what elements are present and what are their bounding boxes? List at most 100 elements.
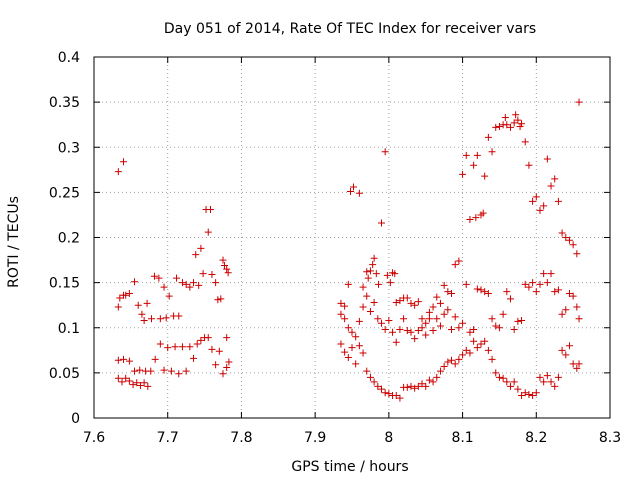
data-point	[506, 382, 514, 390]
data-point	[133, 379, 141, 387]
data-point	[352, 333, 360, 341]
data-point	[131, 278, 139, 286]
grid	[94, 57, 610, 418]
data-point	[190, 279, 198, 287]
data-point	[448, 289, 456, 297]
data-point	[514, 385, 522, 393]
data-point	[178, 343, 186, 351]
data-point	[551, 382, 559, 390]
data-point	[138, 310, 146, 318]
data-point	[540, 202, 548, 210]
data-point	[396, 394, 404, 402]
data-point	[484, 289, 492, 297]
data-point	[529, 279, 537, 287]
data-point	[565, 236, 573, 244]
data-point	[492, 123, 500, 131]
data-point	[455, 324, 463, 332]
data-point	[459, 319, 467, 327]
data-point	[192, 251, 200, 259]
data-point	[363, 268, 371, 276]
data-point	[355, 342, 363, 350]
data-point	[462, 280, 470, 288]
data-point	[144, 382, 152, 390]
data-point	[466, 328, 474, 336]
data-point	[147, 367, 155, 375]
data-point	[414, 326, 422, 334]
data-point	[220, 261, 228, 269]
data-point	[385, 390, 393, 398]
data-point	[369, 261, 377, 269]
data-point	[114, 168, 122, 176]
data-point	[114, 356, 122, 364]
data-point	[162, 314, 170, 322]
data-point	[370, 378, 378, 386]
x-tick-label: 7.8	[230, 430, 252, 446]
data-point	[562, 351, 570, 359]
data-point	[370, 254, 378, 262]
data-point	[466, 349, 474, 357]
data-point	[377, 385, 385, 393]
data-point	[440, 363, 448, 371]
data-point	[223, 334, 231, 342]
x-axis-label: GPS time / hours	[291, 459, 408, 475]
data-point	[136, 366, 144, 374]
data-point	[495, 122, 503, 130]
y-tick-label: 0.15	[49, 276, 80, 292]
data-point	[492, 322, 500, 330]
data-point	[473, 344, 481, 352]
data-point	[140, 379, 148, 387]
data-point	[554, 197, 562, 205]
data-point	[455, 355, 463, 363]
data-point	[543, 372, 551, 380]
data-point	[459, 170, 467, 178]
data-point	[473, 151, 481, 159]
data-point	[488, 148, 496, 156]
data-point	[383, 271, 391, 279]
data-point	[532, 193, 540, 201]
data-point	[344, 324, 352, 332]
data-point	[341, 315, 349, 323]
data-point	[129, 381, 137, 389]
data-point	[451, 360, 459, 368]
data-point	[171, 343, 179, 351]
data-point	[366, 373, 374, 381]
data-point	[341, 302, 349, 310]
data-point	[462, 346, 470, 354]
data-point	[422, 319, 430, 327]
y-tick-label: 0.05	[49, 366, 80, 382]
data-point	[374, 382, 382, 390]
y-tick-label: 0	[71, 411, 80, 427]
data-point	[372, 270, 380, 278]
data-points	[114, 98, 583, 402]
x-tick-label: 7.7	[157, 430, 179, 446]
data-point	[212, 279, 220, 287]
data-point	[182, 367, 190, 375]
data-point	[366, 267, 374, 275]
y-tick-label: 0.1	[58, 321, 80, 337]
data-point	[470, 326, 478, 334]
data-point	[484, 346, 492, 354]
data-point	[514, 116, 522, 124]
data-point	[529, 391, 537, 399]
data-point	[208, 271, 216, 279]
data-point	[521, 389, 529, 397]
data-point	[403, 326, 411, 334]
data-point	[575, 98, 583, 106]
data-point	[472, 214, 480, 222]
data-point	[573, 303, 581, 311]
data-point	[122, 291, 130, 299]
data-point	[562, 234, 570, 241]
data-point	[488, 355, 496, 363]
data-point	[219, 370, 227, 378]
data-point	[536, 280, 544, 288]
data-point	[225, 358, 233, 366]
data-point	[359, 283, 367, 291]
data-point	[565, 289, 573, 297]
data-point	[175, 312, 183, 320]
data-point	[125, 377, 133, 385]
data-point	[543, 155, 551, 163]
data-point	[547, 182, 555, 190]
data-point	[418, 380, 426, 388]
data-point	[536, 206, 544, 214]
data-point	[510, 119, 518, 127]
